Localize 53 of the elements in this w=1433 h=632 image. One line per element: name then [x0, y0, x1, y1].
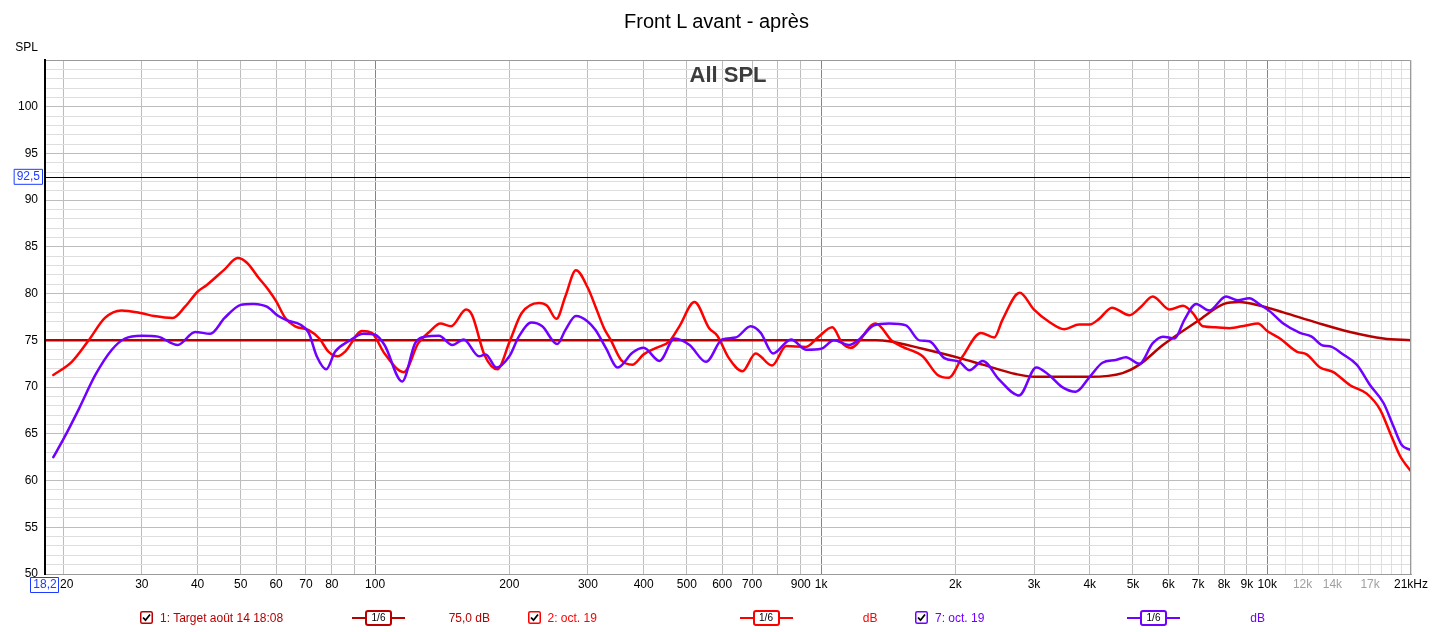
x-tick-label: 2k [949, 577, 963, 592]
x-tick-label: 80 [325, 577, 339, 592]
x-tick-label: 70 [299, 577, 313, 592]
x-tick-label: 17k [1360, 577, 1381, 592]
chart-title: Front L avant - après [624, 9, 809, 32]
y-tick-label: 80 [24, 285, 39, 300]
x-tick-label: 12k [1292, 577, 1314, 592]
y-tick-label: 55 [24, 519, 39, 534]
x-tick-label: 9k [1240, 577, 1255, 592]
x-tick-label: 500 [676, 577, 698, 592]
ref-line-label: 92,5 [16, 169, 41, 184]
x-tick-label: 8k [1217, 577, 1232, 592]
chart-subtitle: All SPL [689, 62, 767, 88]
y-tick-label: 60 [24, 472, 39, 487]
y-tick-label: 65 [24, 426, 39, 441]
legend-label: 2: oct. 19 [547, 610, 597, 627]
x-tick-label: 10k [1257, 577, 1278, 592]
text: dB [1249, 610, 1265, 627]
text: 1/6 [1140, 610, 1167, 626]
x-tick-label: 30 [135, 577, 149, 592]
x-tick-label: 4k [1083, 577, 1098, 592]
y-tick-label: 100 [17, 99, 39, 114]
y-tick-label: 75 [24, 332, 39, 347]
x-tick-label: 100 [365, 577, 386, 592]
x-axis-title: Hz [1413, 577, 1429, 592]
text: 1/6 [365, 610, 392, 626]
text: 75,0 dB [447, 610, 490, 627]
x-tick-label: 18,2 [33, 577, 57, 592]
x-tick-label: 40 [190, 577, 205, 592]
y-tick-label: 70 [24, 379, 39, 394]
y-tick-label: 85 [24, 239, 39, 254]
x-tick-label: 5k [1126, 577, 1141, 592]
text: dB [861, 610, 878, 627]
x-tick-label: 3k [1027, 577, 1042, 592]
x-tick-label: 7k [1191, 577, 1206, 592]
x-tick-label: 200 [499, 577, 520, 592]
legend-label: 1: Target août 14 18:08 [160, 610, 284, 627]
x-tick-label: 20 [60, 577, 74, 592]
legend-label: 7: oct. 19 [935, 610, 985, 627]
x-tick-label: 14k [1322, 577, 1344, 592]
x-tick-label: 1k [814, 577, 829, 592]
y-tick-label: 90 [24, 192, 39, 207]
x-tick-label: 400 [633, 577, 654, 592]
x-tick-label: 700 [742, 577, 763, 592]
x-tick-label: 50 [234, 577, 248, 592]
y-tick-label: 95 [24, 145, 39, 160]
x-tick-label: 21k [1393, 577, 1415, 592]
x-tick-label: 60 [269, 577, 284, 592]
x-tick-label: 6k [1161, 577, 1176, 592]
y-axis-title: SPL [15, 40, 39, 55]
x-tick-label: 300 [577, 577, 599, 592]
x-tick-label: 900 [790, 577, 812, 592]
x-tick-label: 600 [712, 577, 733, 592]
